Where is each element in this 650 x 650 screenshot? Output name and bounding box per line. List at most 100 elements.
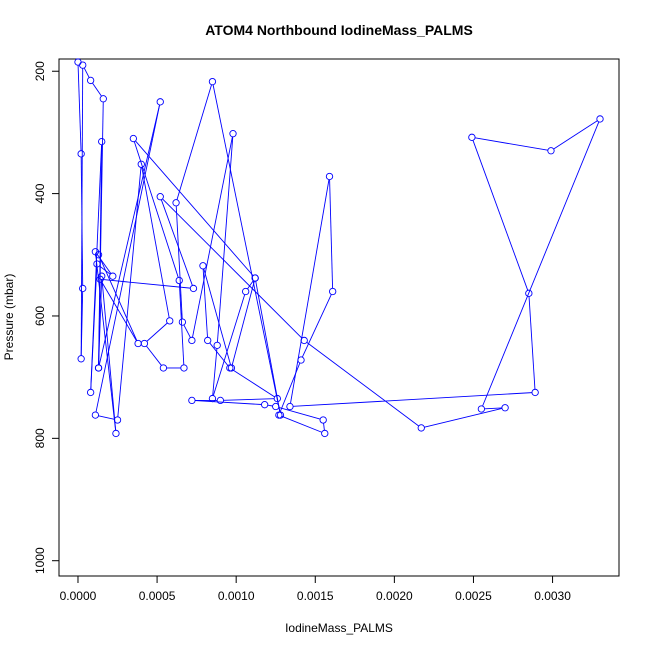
series-line-segment [279, 362, 301, 413]
y-axis: 200 400 600 800 1000 [33, 61, 60, 574]
data-point [216, 396, 225, 405]
data-point [188, 396, 196, 405]
series-line-segment [212, 348, 218, 396]
series-line-segment [77, 65, 82, 151]
series-line-segment [202, 268, 208, 338]
y-tick-label: 1000 [33, 547, 47, 574]
data-point [172, 199, 180, 207]
data-point [226, 364, 234, 372]
data-point [129, 134, 138, 143]
series-line-segment [83, 67, 90, 78]
series-line-segment [98, 144, 103, 365]
data-point [227, 364, 236, 372]
series-layer [74, 58, 604, 438]
data-point [251, 274, 259, 282]
series-line-segment [306, 341, 419, 427]
x-axis: 0.0000 0.0005 0.0010 0.0015 0.0020 0.0025 0.00… [60, 575, 571, 603]
series-line-segment [162, 198, 303, 339]
chart-title: ATOM4 Northbound IodineMass_PALMS [205, 22, 473, 38]
data-point [156, 98, 164, 106]
x-tick-label: 0.0010 [218, 589, 255, 603]
series-line-segment [99, 257, 138, 341]
series-line-segment [195, 400, 262, 405]
plot-frame [58, 58, 620, 577]
series-line-segment [216, 136, 234, 343]
data-point [242, 287, 250, 296]
series-line-segment [290, 179, 330, 404]
data-point [140, 339, 149, 348]
data-point [260, 401, 269, 409]
data-point [300, 336, 308, 345]
data-point [91, 411, 100, 419]
series-line-segment [232, 369, 275, 398]
series-line-segment [223, 398, 275, 401]
data-point [547, 147, 555, 155]
data-point [525, 289, 533, 297]
data-point [96, 275, 104, 283]
series-line-segment [212, 294, 246, 396]
y-tick-label: 400 [33, 183, 47, 203]
data-point [134, 339, 142, 348]
data-point [188, 336, 196, 345]
series-line-segment [203, 268, 232, 366]
data-point [213, 341, 221, 349]
series-line-segment [329, 179, 334, 289]
y-tick-label: 200 [33, 61, 47, 81]
series-line-segment [92, 82, 102, 97]
series-line-segment [192, 136, 233, 338]
data-point [325, 172, 334, 181]
series-line-segment [103, 279, 191, 289]
data-point [321, 429, 329, 438]
data-point [137, 160, 145, 168]
x-tick-label: 0.0030 [534, 589, 571, 603]
data-point [272, 402, 280, 411]
data-point [501, 404, 509, 412]
series-line-segment [553, 120, 598, 150]
series-line-segment [146, 322, 168, 342]
series-line-segment [209, 342, 229, 366]
data-point [79, 284, 87, 293]
series-line-segment [472, 140, 529, 291]
data-point [99, 95, 107, 103]
data-point [86, 76, 95, 85]
data-point [208, 77, 217, 86]
series-line-segment [178, 283, 185, 365]
data-point [180, 364, 188, 372]
series-line-segment [160, 199, 193, 286]
series-line-segment [95, 254, 117, 431]
data-point [417, 424, 425, 432]
data-point [297, 356, 305, 364]
data-point [531, 388, 539, 397]
series-points [74, 58, 604, 438]
data-point [86, 388, 95, 397]
series-line-segment [135, 140, 254, 276]
series-line-segment [146, 345, 162, 366]
data-point [178, 318, 187, 326]
series-line-segment [175, 205, 183, 319]
y-tick-label: 600 [33, 306, 47, 326]
data-point [229, 129, 237, 138]
series-line-segment [482, 121, 600, 407]
data-point [79, 61, 87, 69]
series-line-segment [484, 407, 502, 410]
data-point [276, 411, 285, 419]
series-line-segment [98, 104, 160, 365]
series-line-segment [183, 324, 191, 338]
series-line-segment [281, 415, 322, 433]
data-point [319, 416, 327, 424]
series-line-segment [80, 68, 84, 356]
y-tick-label: 800 [33, 428, 47, 448]
data-point [273, 394, 281, 403]
series-line-segment [301, 294, 332, 358]
series-line-segment [141, 167, 170, 318]
series-line-segment [133, 141, 179, 278]
series-line-segment [96, 254, 112, 274]
series-line-segment [323, 423, 325, 431]
data-point [112, 429, 120, 438]
series-line-segments [77, 65, 600, 433]
y-axis-label: Pressure (mbar) [2, 274, 16, 361]
series-line-segment [255, 281, 281, 413]
data-point [477, 405, 486, 413]
data-point [159, 364, 168, 372]
